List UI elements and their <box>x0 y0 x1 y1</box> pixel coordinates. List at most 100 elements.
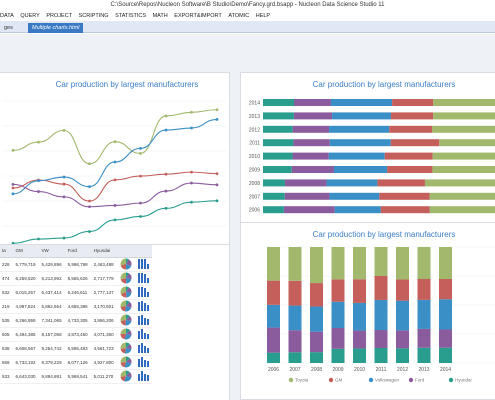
table-row[interactable]: 538 6,608,567 9,254,742 5,595,483 4,561,723 <box>0 341 152 356</box>
menu-project[interactable]: PROJECT <box>46 13 73 19</box>
line-point-toyota-2011[interactable] <box>139 151 142 155</box>
col-legend-volkswagen[interactable]: Volkswagen <box>375 378 400 383</box>
line-point-volkswagen-2012[interactable] <box>164 128 168 132</box>
bar-segment-2010-volkswagen[interactable] <box>328 152 385 160</box>
col-segment-2013-ford[interactable] <box>417 328 431 348</box>
col-segment-2010-ford[interactable] <box>353 330 366 349</box>
menu-query[interactable]: QUERY <box>20 13 40 19</box>
tab-pages[interactable]: ges <box>4 25 13 31</box>
table-row[interactable]: 535 6,266,959 7,341,065 4,733,305 3,866,206 <box>0 313 152 328</box>
bar-segment-2009-hyundai[interactable] <box>263 166 292 173</box>
col-segment-2012-toyota[interactable] <box>396 247 409 280</box>
bar-segment-2012-hyundai[interactable] <box>263 125 293 133</box>
col-segment-2011-volkswagen[interactable] <box>374 299 388 331</box>
bar-segment-2012-volkswagen[interactable] <box>329 125 390 133</box>
col-segment-2010-hyundai[interactable] <box>353 348 366 363</box>
table-row[interactable]: 569 6,733,192 9,379,229 6,077,126 4,927,800 <box>0 355 152 370</box>
bar-segment-2013-toyota[interactable] <box>433 112 495 120</box>
menu-math[interactable]: MATH <box>152 13 168 19</box>
line-point-volkswagen-2010[interactable] <box>113 160 117 164</box>
line-point-hyundai-2006[interactable] <box>11 241 15 245</box>
col-segment-2012-volkswagen[interactable] <box>396 300 409 331</box>
col-segment-2007-volkswagen[interactable] <box>288 305 302 331</box>
col-segment-2007-hyundai[interactable] <box>288 352 302 363</box>
col-segment-2008-hyundai[interactable] <box>310 352 323 363</box>
col-segment-2009-hyundai[interactable] <box>331 348 345 363</box>
col-segment-2008-toyota[interactable] <box>310 247 323 284</box>
menu-atomic[interactable]: ATOMIC <box>228 13 250 19</box>
col-segment-2006-volkswagen[interactable] <box>267 304 280 328</box>
col-segment-2013-toyota[interactable] <box>417 247 431 279</box>
col-segment-2006-ford[interactable] <box>267 327 280 353</box>
bar-segment-2009-gm[interactable] <box>387 166 433 173</box>
line-point-hyundai-2012[interactable] <box>164 206 168 210</box>
col-segment-2008-gm[interactable] <box>310 283 323 307</box>
bar-segment-2009-volkswagen[interactable] <box>333 166 388 173</box>
col-segment-2011-toyota[interactable] <box>374 247 388 276</box>
line-point-hyundai-2013[interactable] <box>190 200 193 204</box>
line-point-gm-2012[interactable] <box>164 172 168 176</box>
bar-segment-2010-gm[interactable] <box>384 152 433 160</box>
col-segment-2009-volkswagen[interactable] <box>331 301 345 328</box>
line-point-hyundai-2007[interactable] <box>37 237 40 241</box>
menu-export-import[interactable]: EXPORT&IMPORT <box>174 13 222 19</box>
line-point-volkswagen-2007[interactable] <box>37 179 40 183</box>
table-row[interactable]: 474 6,259,520 6,213,992 5,565,626 2,717,779 <box>0 271 152 286</box>
line-point-toyota-2007[interactable] <box>37 140 40 144</box>
line-point-toyota-2012[interactable] <box>164 114 168 118</box>
line-point-ford-2012[interactable] <box>164 189 168 193</box>
bar-segment-2011-toyota[interactable] <box>439 139 495 147</box>
menu-statistics[interactable]: STATISTICS <box>115 13 147 19</box>
col-legend-toyota[interactable]: Toyota <box>295 378 309 383</box>
line-point-hyundai-2014[interactable] <box>215 199 219 203</box>
bar-segment-2013-hyundai[interactable] <box>263 112 294 120</box>
menu-data[interactable]: DATA <box>0 13 14 19</box>
bar-segment-2008-toyota[interactable] <box>424 179 495 187</box>
bar-segment-2006-gm[interactable] <box>380 206 430 214</box>
line-point-ford-2013[interactable] <box>190 181 193 185</box>
line-point-toyota-2006[interactable] <box>11 149 15 152</box>
col-segment-2014-gm[interactable] <box>439 278 452 300</box>
col-header-toyota[interactable]: ta <box>0 245 13 258</box>
col-segment-2014-ford[interactable] <box>439 329 452 348</box>
col-segment-2014-toyota[interactable] <box>439 247 452 279</box>
line-point-ford-2009[interactable] <box>88 205 91 209</box>
menu-help[interactable]: HELP <box>255 13 271 19</box>
col-segment-2010-gm[interactable] <box>353 279 366 303</box>
col-segment-2007-gm[interactable] <box>288 280 302 306</box>
col-segment-2006-toyota[interactable] <box>267 247 280 281</box>
bar-segment-2007-gm[interactable] <box>379 192 430 200</box>
bar-segment-2012-toyota[interactable] <box>432 125 495 133</box>
col-legend-gm[interactable]: GM <box>335 378 343 383</box>
line-point-toyota-2014[interactable] <box>215 108 219 112</box>
line-series-hyundai[interactable] <box>12 200 218 244</box>
col-segment-2009-gm[interactable] <box>331 279 345 302</box>
bar-segment-2007-toyota[interactable] <box>429 192 495 200</box>
bar-segment-2011-gm[interactable] <box>390 139 440 147</box>
bar-segment-2012-gm[interactable] <box>389 125 433 133</box>
bar-segment-2008-ford[interactable] <box>284 179 327 187</box>
col-segment-2014-hyundai[interactable] <box>439 347 452 363</box>
bar-segment-2014-gm[interactable] <box>392 99 434 106</box>
col-segment-2013-gm[interactable] <box>417 278 431 300</box>
line-point-hyundai-2009[interactable] <box>88 230 91 233</box>
line-point-ford-2007[interactable] <box>37 190 40 193</box>
line-point-toyota-2009[interactable] <box>88 162 91 166</box>
bar-segment-2012-ford[interactable] <box>292 125 330 133</box>
line-point-toyota-2013[interactable] <box>190 110 193 114</box>
bar-segment-2008-volkswagen[interactable] <box>326 179 378 187</box>
bar-segment-2006-hyundai[interactable] <box>263 206 284 214</box>
line-series-volkswagen[interactable] <box>12 118 218 195</box>
col-segment-2014-volkswagen[interactable] <box>439 299 452 330</box>
bar-segment-2008-gm[interactable] <box>377 179 425 187</box>
line-point-toyota-2010[interactable] <box>113 140 117 144</box>
bar-segment-2014-volkswagen[interactable] <box>330 99 393 106</box>
line-point-ford-2006[interactable] <box>11 182 15 186</box>
line-point-ford-2011[interactable] <box>139 201 142 205</box>
col-segment-2009-ford[interactable] <box>331 327 345 349</box>
col-segment-2007-toyota[interactable] <box>288 247 302 281</box>
col-header-hyundai[interactable]: Hyundai <box>90 245 117 258</box>
line-point-toyota-2008[interactable] <box>62 128 66 132</box>
line-point-volkswagen-2014[interactable] <box>215 118 219 121</box>
line-point-gm-2011[interactable] <box>139 174 142 178</box>
